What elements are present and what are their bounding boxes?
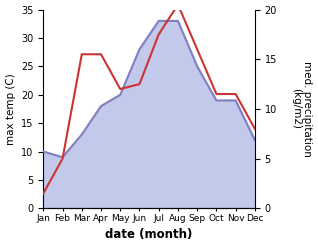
Y-axis label: max temp (C): max temp (C)	[5, 73, 16, 145]
X-axis label: date (month): date (month)	[105, 228, 193, 242]
Y-axis label: med. precipitation
(kg/m2): med. precipitation (kg/m2)	[291, 61, 313, 157]
